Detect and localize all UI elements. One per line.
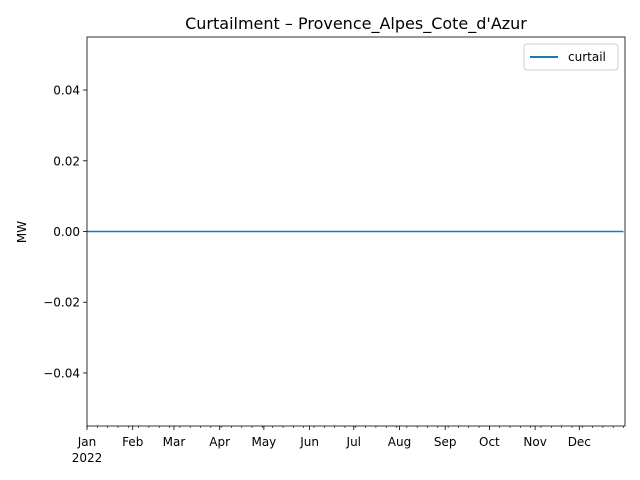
- legend: curtail: [523, 43, 619, 71]
- chart-title: Curtailment – Provence_Alpes_Cote_d'Azur: [185, 14, 527, 34]
- y-tick-label: −0.02: [43, 296, 80, 310]
- y-tick-label: −0.04: [43, 366, 80, 380]
- x-tick-label: Jun: [299, 435, 319, 449]
- x-tick-label: Jul: [346, 435, 361, 449]
- y-axis-label: MW: [15, 221, 29, 243]
- x-tick-label: Sep: [434, 435, 457, 449]
- x-tick-label: Oct: [479, 435, 500, 449]
- y-tick-label: 0.00: [53, 225, 80, 239]
- x-year-label: 2022: [72, 451, 103, 465]
- plot-area: [86, 36, 626, 427]
- legend-label-curtail: curtail: [568, 50, 606, 64]
- x-tick-label: Nov: [523, 435, 546, 449]
- x-tick-label: Dec: [568, 435, 591, 449]
- x-tick-label: May: [251, 435, 276, 449]
- x-tick-label: Jan: [77, 435, 97, 449]
- legend-box: [523, 43, 619, 71]
- y-tick-label: 0.04: [53, 84, 80, 98]
- x-axis: 2022 Jan Feb Mar Apr May Jun Jul Aug Sep Oct Nov De…: [72, 426, 624, 465]
- y-axis: 0.04 0.02 0.00 −0.02 −0.04: [43, 84, 87, 380]
- x-tick-label: Apr: [209, 435, 230, 449]
- x-tick-label: Aug: [388, 435, 411, 449]
- x-tick-label: Mar: [163, 435, 186, 449]
- y-tick-label: 0.02: [53, 154, 80, 168]
- x-tick-label: Feb: [122, 435, 143, 449]
